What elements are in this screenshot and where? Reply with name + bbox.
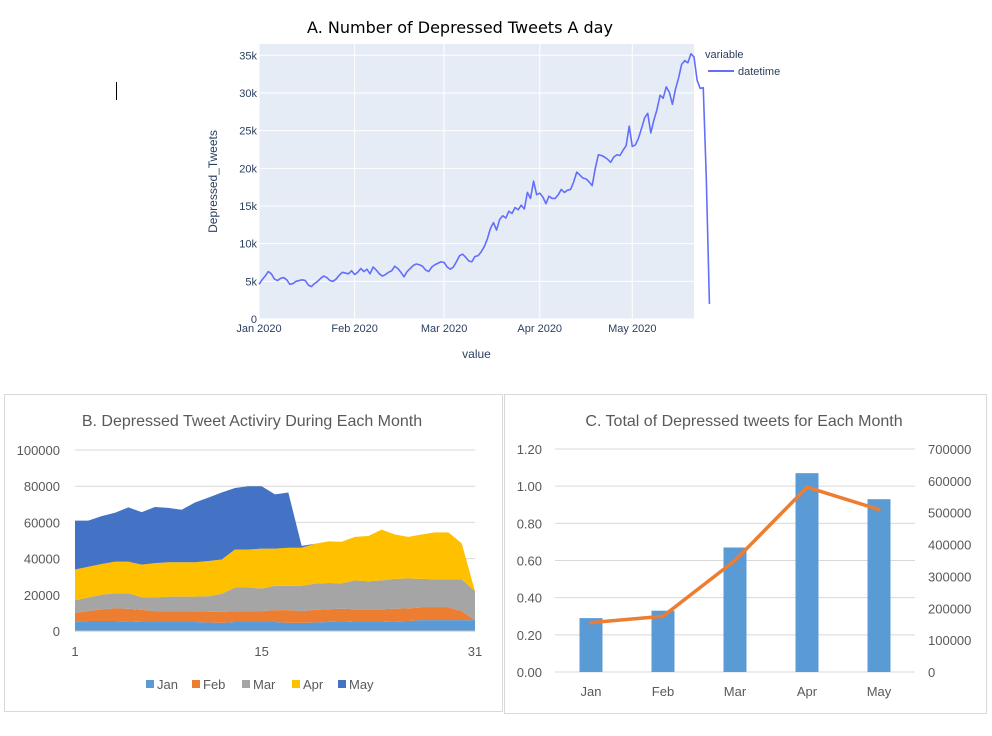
chart-b-xtick-label: 31 xyxy=(468,644,482,659)
chart-a-ytick-label: 10k xyxy=(239,239,257,251)
chart-a-ytick-label: 20k xyxy=(239,163,257,175)
chart-c-y1tick-label: 1.00 xyxy=(517,479,542,494)
chart-a-ytick-label: 5k xyxy=(245,276,257,288)
chart-c-xtick-label: Feb xyxy=(652,684,674,699)
chart-b-ytick-label: 100000 xyxy=(17,443,60,458)
chart-b-ytick-label: 40000 xyxy=(24,552,60,567)
chart-a-xtick-label: May 2020 xyxy=(608,323,656,335)
chart-c-xtick-label: Jan xyxy=(581,684,602,699)
chart-b-legend-label-jan: Jan xyxy=(157,677,178,692)
chart-a-xtick-label: Apr 2020 xyxy=(517,323,562,335)
chart-b-legend-swatch-mar xyxy=(242,680,250,688)
chart-b-xtick-label: 15 xyxy=(254,644,268,659)
chart-c-y2tick-label: 300000 xyxy=(928,569,971,584)
chart-c-y1tick-label: 1.20 xyxy=(517,442,542,457)
chart-b-legend-label-may: May xyxy=(349,677,374,692)
chart-c-y2tick-label: 400000 xyxy=(928,538,971,553)
chart-c-y2tick-label: 100000 xyxy=(928,633,971,648)
chart-c-y2tick-label: 500000 xyxy=(928,506,971,521)
chart-b-legend-label-apr: Apr xyxy=(303,677,324,692)
chart-a-ytick-label: 15k xyxy=(239,201,257,213)
chart-c-xtick-label: Mar xyxy=(724,684,747,699)
chart-c-y1tick-label: 0.20 xyxy=(517,628,542,643)
chart-b: B. Depressed Tweet Activiry During Each … xyxy=(0,380,505,730)
chart-c-xtick-label: Apr xyxy=(797,684,818,699)
chart-c: C. Total of Depressed tweets for Each Mo… xyxy=(500,380,992,730)
chart-b-legend-swatch-jan xyxy=(146,680,154,688)
chart-a-legend-label: datetime xyxy=(738,66,780,78)
chart-c-y2tick-label: 700000 xyxy=(928,442,971,457)
chart-c-bar-apr xyxy=(796,473,819,672)
chart-b-legend-swatch-feb xyxy=(192,680,200,688)
chart-a-xlabel: value xyxy=(462,347,491,361)
chart-b-xtick-label: 1 xyxy=(71,644,78,659)
chart-a-xtick-label: Mar 2020 xyxy=(421,323,467,335)
chart-a-ytick-label: 25k xyxy=(239,126,257,138)
chart-c-y2tick-label: 0 xyxy=(928,665,935,680)
chart-a-ytick-label: 30k xyxy=(239,88,257,100)
chart-a-plot-area xyxy=(259,44,694,319)
chart-c-xtick-label: May xyxy=(867,684,892,699)
chart-b-legend-swatch-may xyxy=(338,680,346,688)
chart-a-legend-title: variable xyxy=(705,49,744,61)
chart-c-bar-may xyxy=(868,499,891,672)
chart-c-bar-jan xyxy=(580,618,603,672)
chart-b-ytick-label: 0 xyxy=(53,624,60,639)
chart-c-title: C. Total of Depressed tweets for Each Mo… xyxy=(585,413,902,430)
chart-c-bar-feb xyxy=(652,611,675,672)
chart-a-ytick-label: 35k xyxy=(239,50,257,62)
chart-c-y1tick-label: 0.60 xyxy=(517,554,542,569)
chart-c-y2tick-label: 200000 xyxy=(928,601,971,616)
chart-b-legend-label-feb: Feb xyxy=(203,677,225,692)
chart-b-legend-swatch-apr xyxy=(292,680,300,688)
chart-c-y1tick-label: 0.80 xyxy=(517,516,542,531)
chart-a-ylabel: Depressed_Tweets xyxy=(206,130,220,233)
chart-c-y2tick-label: 600000 xyxy=(928,474,971,489)
chart-a-xtick-label: Feb 2020 xyxy=(331,323,377,335)
chart-a-xtick-label: Jan 2020 xyxy=(236,323,281,335)
chart-c-y1tick-label: 0.00 xyxy=(517,665,542,680)
chart-b-ytick-label: 80000 xyxy=(24,479,60,494)
chart-c-y1tick-label: 0.40 xyxy=(517,591,542,606)
chart-b-title: B. Depressed Tweet Activiry During Each … xyxy=(82,413,422,430)
chart-b-legend-label-mar: Mar xyxy=(253,677,276,692)
chart-b-ytick-label: 20000 xyxy=(24,588,60,603)
chart-b-ytick-label: 60000 xyxy=(24,515,60,530)
